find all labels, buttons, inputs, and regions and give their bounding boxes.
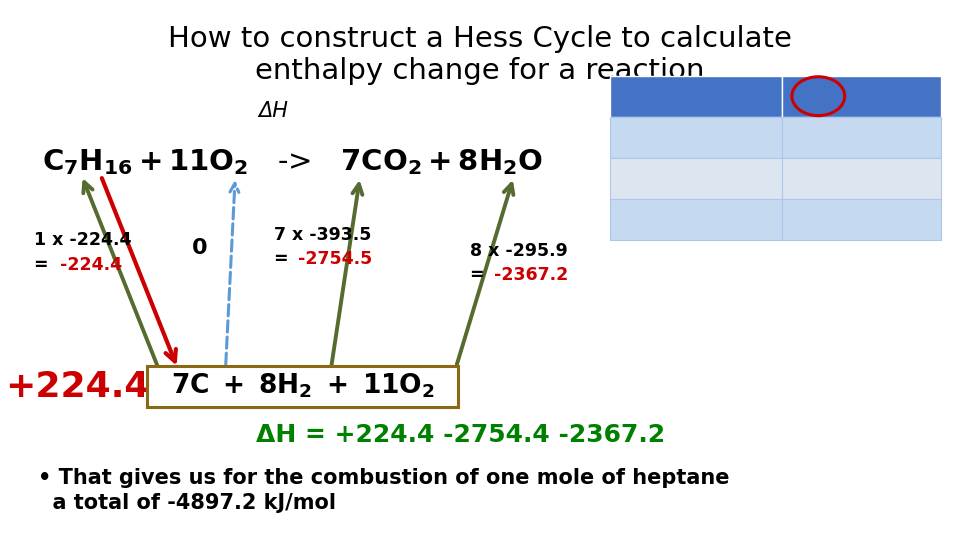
Text: -224.4: -224.4 [793,129,857,146]
Bar [781,199,941,240]
Text: -393.5: -393.5 [793,170,857,187]
Text: =: = [470,266,491,285]
Text: • That gives us for the combustion of one mole of heptane: • That gives us for the combustion of on… [38,468,730,488]
Text: 0: 0 [192,238,207,259]
Text: -2367.2: -2367.2 [494,266,568,285]
Text: 7 x -393.5: 7 x -393.5 [274,226,371,244]
Text: -285.9: -285.9 [793,211,858,229]
Bar [781,158,941,199]
Text: =: = [274,250,294,268]
Text: 1 x -224.4: 1 x -224.4 [34,231,132,249]
Bar [610,76,781,117]
Bar [781,117,941,158]
Text: a total of -4897.2 kJ/mol: a total of -4897.2 kJ/mol [38,493,336,514]
Text: ΔH = +224.4 -2754.4 -2367.2: ΔH = +224.4 -2754.4 -2367.2 [256,423,665,447]
Bar [610,158,781,199]
Bar [610,117,781,158]
Text: =: = [34,255,54,274]
Bar [610,199,781,240]
Text: $\mathbf{C_7H_{16}}$ (l): $\mathbf{C_7H_{16}}$ (l) [621,127,707,148]
Text: ΔHf  kJ/mole: ΔHf kJ/mole [800,87,924,105]
Text: $\mathbf{7C \ + \ 8H_2 \ + \ 11O_2}$: $\mathbf{7C \ + \ 8H_2 \ + \ 11O_2}$ [171,372,434,400]
Text: enthalpy change for a reaction: enthalpy change for a reaction [255,57,705,85]
Text: +224.4: +224.4 [5,370,150,403]
Text: -2754.5: -2754.5 [298,250,372,268]
Text: 8 x -295.9: 8 x -295.9 [470,242,568,260]
Text: How to construct a Hess Cycle to calculate: How to construct a Hess Cycle to calcula… [168,25,792,53]
Text: $\mathbf{C_7H_{16} + 11O_2 \ \ \ \text{->} \ \ \ 7CO_2 + 8H_2O}$: $\mathbf{C_7H_{16} + 11O_2 \ \ \ \text{-… [42,147,543,177]
Text: $\mathbf{H_2O}$ (l): $\mathbf{H_2O}$ (l) [621,209,690,230]
Text: -224.4: -224.4 [60,255,122,274]
Bar [781,76,941,117]
Text: ΔH: ΔH [258,100,289,121]
Text: $\mathbf{CO_2}$ (g): $\mathbf{CO_2}$ (g) [621,167,695,190]
Text: Compound: Compound [642,87,750,105]
